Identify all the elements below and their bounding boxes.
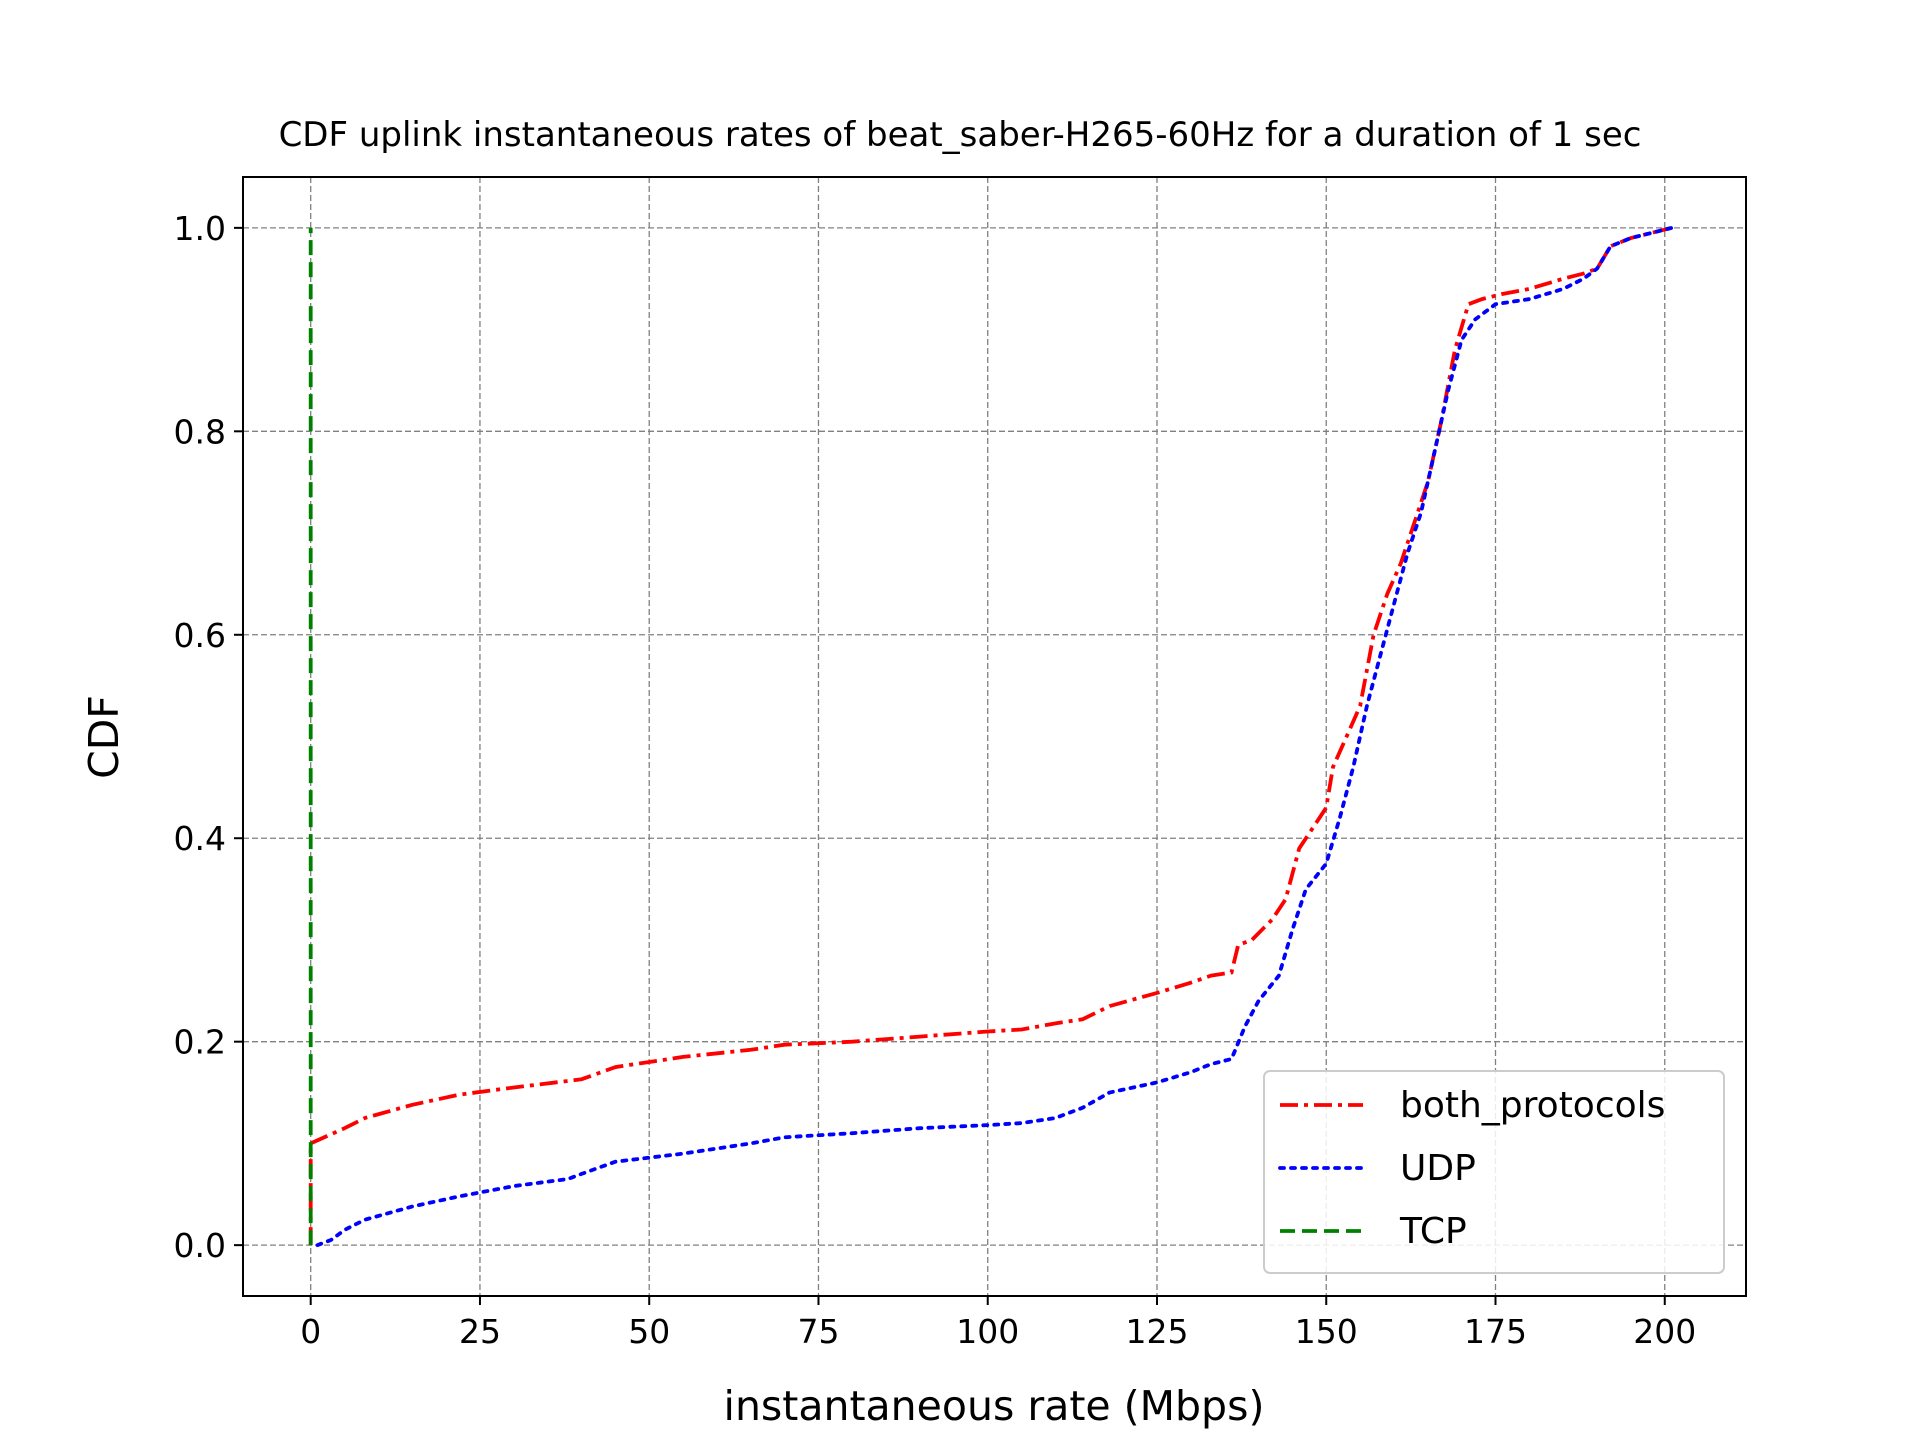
legend-item-tcp: TCP	[1280, 1211, 1467, 1252]
x-axis-label: instantaneous rate (Mbps)	[724, 1382, 1265, 1430]
series-layer	[308, 225, 1674, 1247]
x-tick-label: 125	[1125, 1312, 1188, 1351]
y-tick-label: 0.4	[174, 819, 226, 858]
y-tick-label: 0.8	[174, 412, 226, 451]
legend: both_protocols UDP TCP	[1263, 1070, 1725, 1274]
x-tick-label: 50	[628, 1312, 670, 1351]
y-tick-label: 0.6	[174, 616, 226, 655]
x-tick-label: 0	[300, 1312, 321, 1351]
legend-item-udp: UDP	[1278, 1148, 1476, 1189]
x-tick-label: 175	[1464, 1312, 1527, 1351]
y-tick-label: 0.0	[174, 1226, 226, 1265]
x-tick-label: 150	[1295, 1312, 1358, 1351]
x-tick-label: 100	[956, 1312, 1019, 1351]
legend-label: TCP	[1399, 1211, 1467, 1252]
legend-label: both_protocols	[1400, 1085, 1665, 1126]
chart-title: CDF uplink instantaneous rates of beat_s…	[279, 115, 1642, 155]
y-tick-label: 1.0	[174, 209, 226, 248]
y-axis-label: CDF	[80, 695, 128, 779]
series-line-udp	[315, 225, 1674, 1247]
legend-box	[1263, 1070, 1725, 1274]
legend-label: UDP	[1400, 1148, 1476, 1189]
legend-item-both-protocols: both_protocols	[1280, 1085, 1665, 1126]
x-tick-label: 25	[459, 1312, 501, 1351]
ticks: 0 25 50 75 100 125 150 175 200 0.0 0.2 0.4 0.6 0.8 1.0	[174, 209, 1697, 1351]
grid	[243, 177, 1746, 1296]
x-tick-label: 75	[797, 1312, 839, 1351]
x-tick-label: 200	[1633, 1312, 1696, 1351]
plot-frame	[242, 176, 1747, 1297]
y-tick-label: 0.2	[174, 1023, 226, 1062]
